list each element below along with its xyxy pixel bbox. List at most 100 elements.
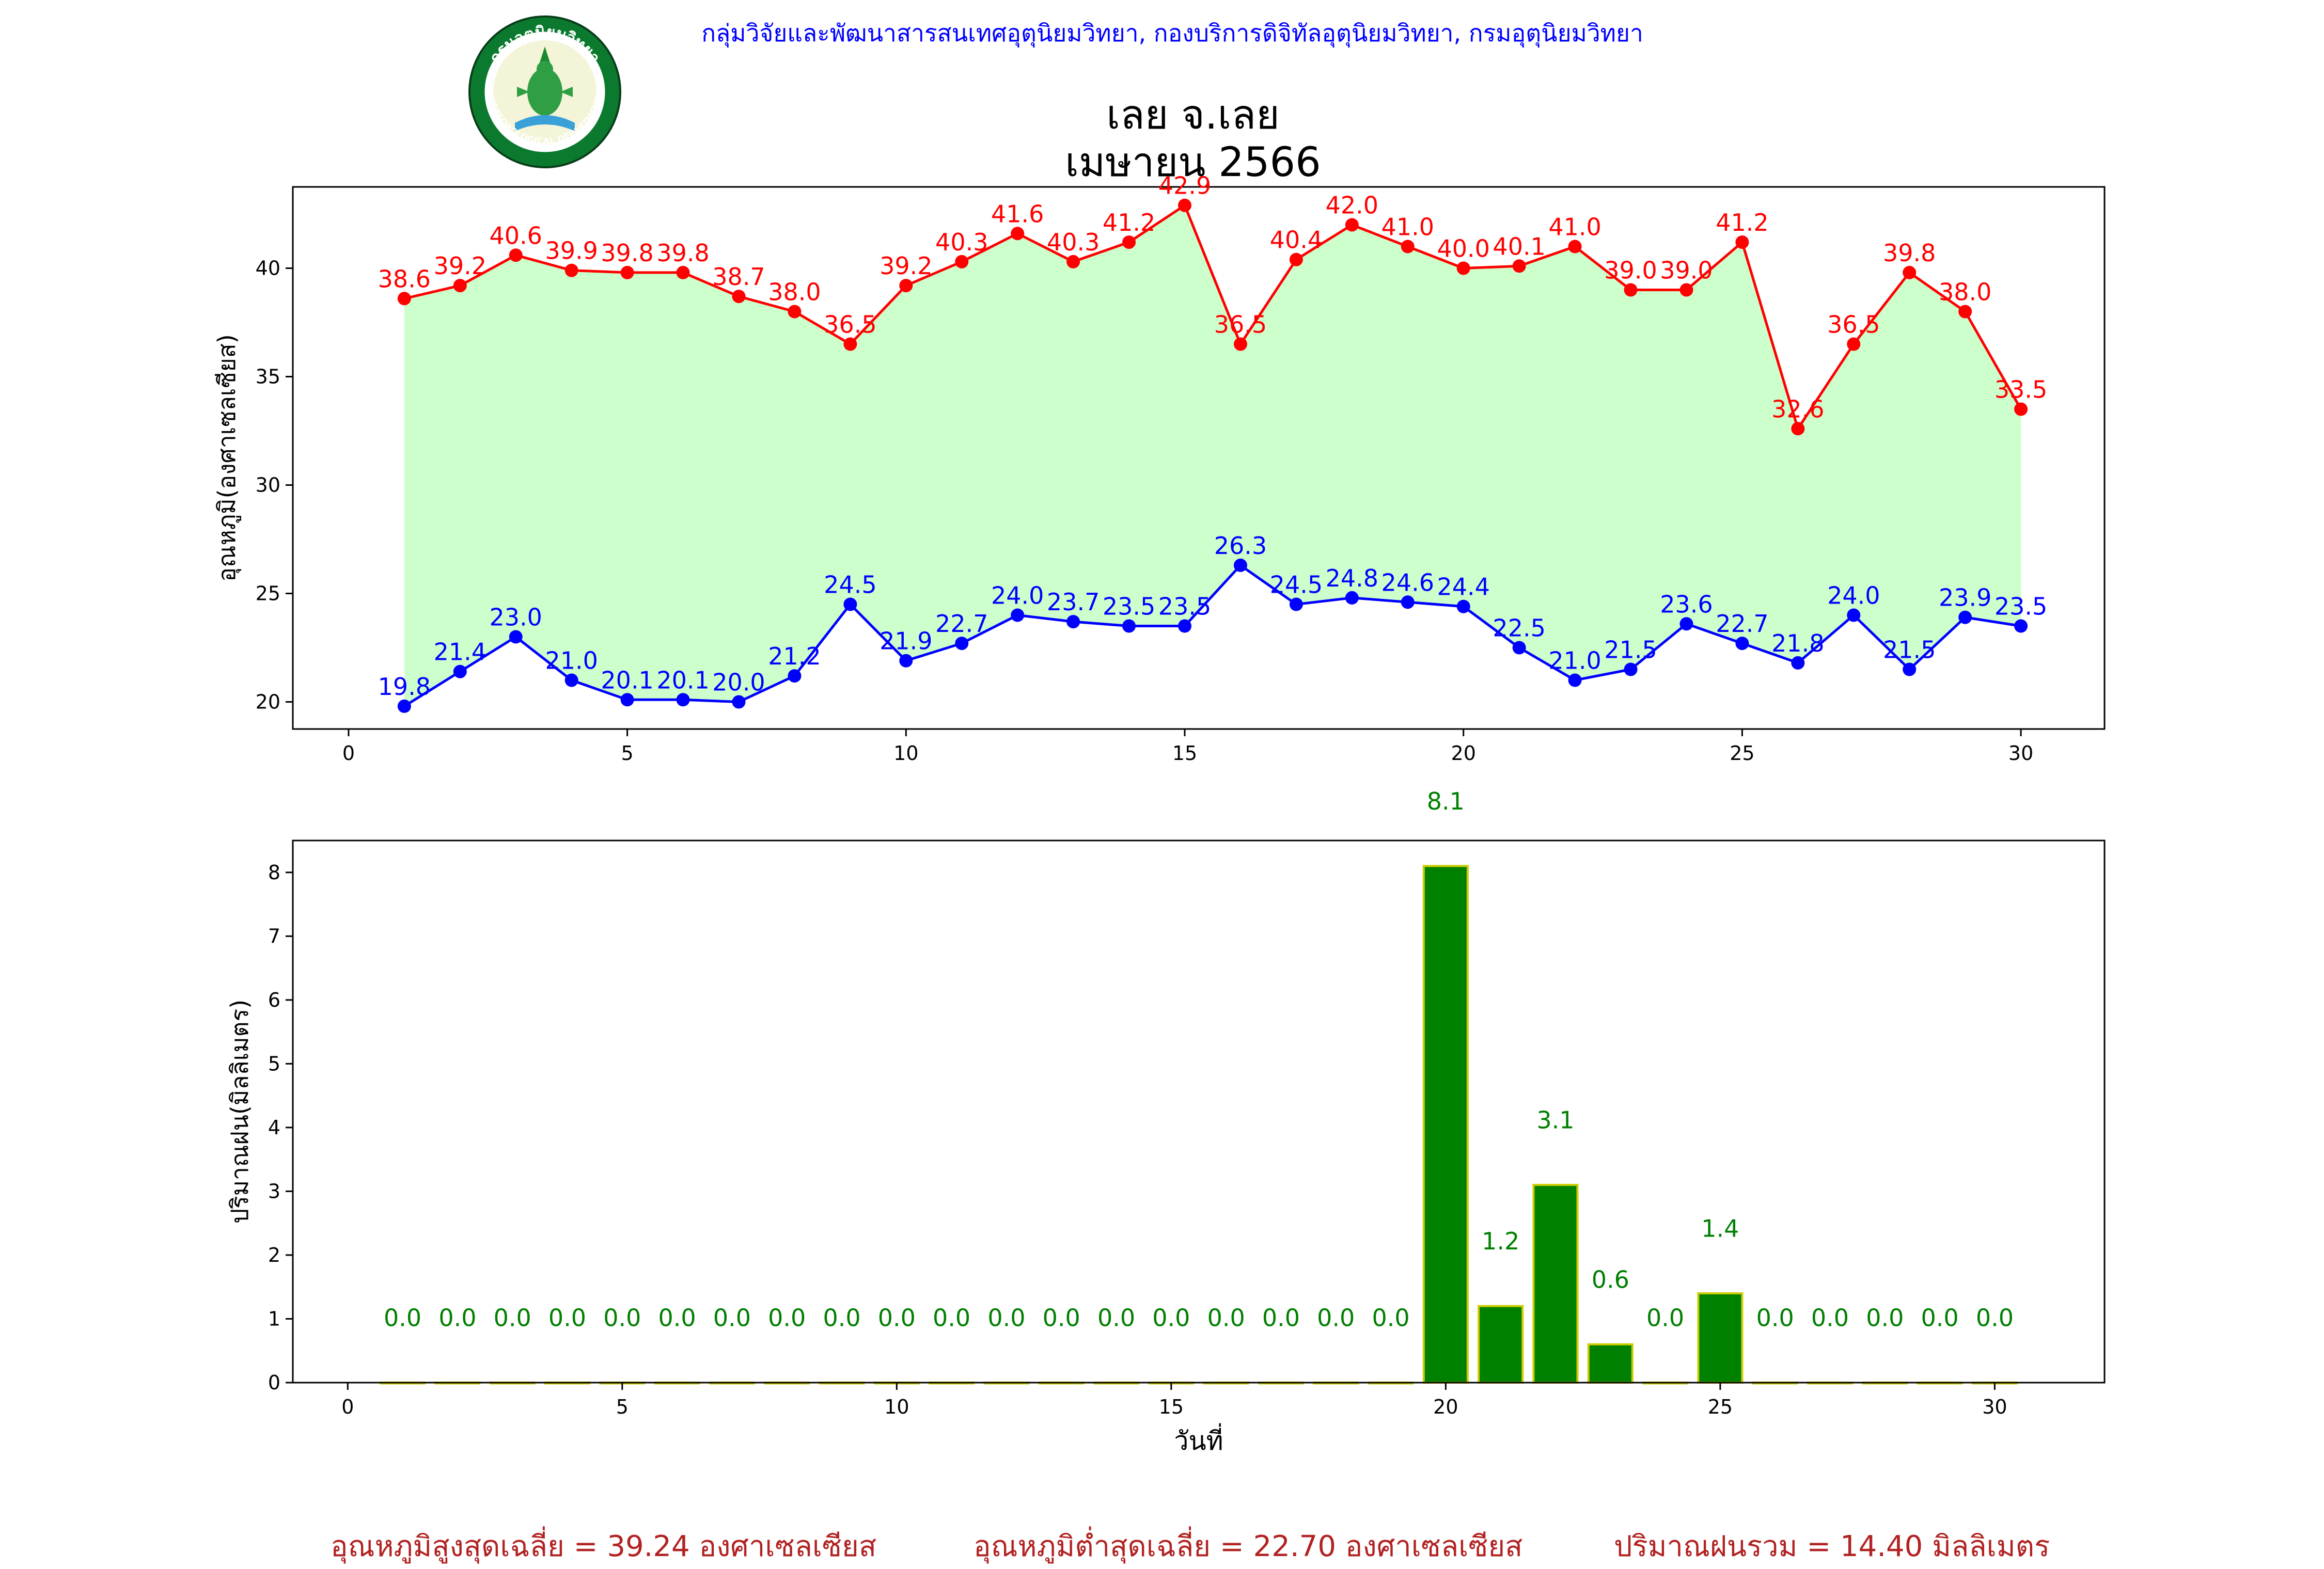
min-temperature-point bbox=[1679, 617, 1693, 631]
max-temperature-line bbox=[404, 203, 2022, 432]
min-temperature-value-label: 23.5 bbox=[1995, 593, 2047, 621]
max-temperature-point bbox=[1512, 259, 1526, 273]
rainfall-y-tick-label: 1 bbox=[268, 1307, 280, 1330]
rainfall-value-label: 0.0 bbox=[1152, 1304, 1190, 1332]
min-temperature-point bbox=[1011, 608, 1025, 622]
max-temperature-point bbox=[1456, 261, 1470, 275]
max-temperature-point bbox=[1401, 240, 1415, 253]
max-temperature-point bbox=[788, 305, 802, 319]
min-temperature-value-label: 24.8 bbox=[1326, 564, 1378, 592]
max-temperature-value-label: 41.0 bbox=[1548, 213, 1601, 241]
max-temperature-point bbox=[843, 337, 857, 351]
rainfall-chart: 0.0 0.0 0.0 0.0 0.0 0.0 0.0 0.0 0.0 0.0 0.0 0.0 0.0 0… bbox=[226, 787, 2106, 1456]
max-temperature-point bbox=[2014, 402, 2028, 416]
max-temperature-point bbox=[955, 255, 969, 268]
rainfall-value-label: 0.0 bbox=[1646, 1304, 1684, 1332]
max-temperature-point bbox=[1679, 283, 1693, 297]
temperature-plot-frame bbox=[292, 186, 2106, 730]
min-temperature-value-label: 21.8 bbox=[1771, 629, 1824, 657]
min-temperature-value-label: 24.0 bbox=[991, 582, 1044, 610]
rainfall-y-tick-label: 0 bbox=[268, 1371, 280, 1394]
max-temperature-value-label: 36.5 bbox=[1827, 311, 1880, 339]
min-temperature-point bbox=[788, 669, 802, 683]
max-temperature-value-label: 33.5 bbox=[1995, 376, 2047, 404]
min-temperature-point bbox=[564, 673, 578, 687]
temperature-x-tick-label: 0 bbox=[342, 742, 355, 765]
rainfall-x-tick-label: 25 bbox=[1708, 1396, 1733, 1418]
institution-line: กลุ่มวิจัยและพัฒนาสารสนเทศอุตุนิยมวิทยา,… bbox=[701, 19, 1643, 47]
rainfall-y-tick-label: 2 bbox=[268, 1244, 280, 1266]
rainfall-value-label: 0.0 bbox=[1811, 1304, 1849, 1332]
min-temperature-value-label: 21.0 bbox=[545, 647, 598, 675]
rainfall-y-tick-label: 8 bbox=[268, 861, 280, 884]
max-temperature-value-label: 36.5 bbox=[824, 311, 876, 339]
max-temperature-value-label: 39.0 bbox=[1660, 257, 1713, 284]
rainfall-x-tick-label: 20 bbox=[1433, 1396, 1458, 1418]
temperature-x-tick-label: 10 bbox=[893, 742, 918, 765]
max-temperature-value-label: 41.2 bbox=[1103, 209, 1155, 236]
max-temperature-point bbox=[1958, 305, 1972, 319]
max-temperature-point bbox=[620, 265, 634, 279]
rainfall-x-axis-label: วันที่ bbox=[1174, 1423, 1223, 1456]
max-temperature-point bbox=[1847, 337, 1861, 351]
temperature-y-tick-label: 35 bbox=[256, 366, 280, 388]
min-temperature-line bbox=[403, 563, 2021, 708]
max-temperature-point bbox=[1903, 265, 1917, 279]
rainfall-value-label: 0.0 bbox=[878, 1304, 916, 1332]
rainfall-value-label: 0.0 bbox=[1372, 1304, 1409, 1332]
min-temperature-point bbox=[1847, 608, 1861, 622]
min-temperature-value-label: 21.2 bbox=[768, 642, 821, 670]
rainfall-bar bbox=[1422, 865, 1469, 1384]
max-temperature-value-label: 39.8 bbox=[601, 239, 653, 267]
max-temperature-value-label: 40.6 bbox=[490, 221, 542, 249]
rainfall-value-label: 0.0 bbox=[1756, 1304, 1794, 1332]
rainfall-value-label: 0.0 bbox=[933, 1304, 970, 1332]
min-temperature-point bbox=[1568, 673, 1582, 687]
max-temperature-value-label: 40.3 bbox=[1047, 228, 1100, 256]
max-temperature-value-label: 39.2 bbox=[434, 252, 486, 280]
min-temperature-point bbox=[1122, 619, 1136, 633]
max-temperature-point bbox=[899, 279, 913, 293]
temperature-x-tick-label: 15 bbox=[1172, 742, 1197, 765]
min-temperature-point bbox=[1512, 641, 1526, 655]
min-temperature-point bbox=[2014, 619, 2028, 633]
rainfall-value-label: 0.0 bbox=[1866, 1304, 1904, 1332]
temperature-range-fill bbox=[404, 205, 2021, 706]
rainfall-value-label: 0.0 bbox=[823, 1304, 860, 1332]
meteorological-department-logo: กรมอุตุนิยมวิทยา METEOROLOGICAL DEPARTME… bbox=[468, 15, 621, 168]
max-temperature-value-label: 40.4 bbox=[1270, 226, 1323, 254]
min-temperature-value-label: 26.3 bbox=[1214, 532, 1267, 560]
max-temperature-value-label: 40.3 bbox=[935, 228, 988, 256]
min-temperature-point bbox=[1178, 619, 1192, 633]
min-temperature-point bbox=[1791, 656, 1805, 670]
rainfall-value-label: 0.0 bbox=[384, 1304, 421, 1332]
min-temperature-value-label: 24.5 bbox=[824, 571, 876, 599]
rainfall-y-axis-label: ปริมาณฝน(มิลลิเมตร) bbox=[226, 1000, 254, 1224]
max-temperature-point bbox=[1011, 227, 1025, 241]
max-temperature-point bbox=[1791, 422, 1805, 436]
rainfall-value-label: 0.0 bbox=[1262, 1304, 1300, 1332]
temperature-x-tick-label: 20 bbox=[1451, 742, 1476, 765]
min-temperature-point bbox=[1233, 558, 1247, 572]
min-temperature-value-label: 22.7 bbox=[935, 610, 988, 638]
min-temperature-point bbox=[1735, 637, 1749, 651]
min-temperature-value-label: 20.1 bbox=[601, 666, 653, 694]
rainfall-y-tick-label: 4 bbox=[268, 1116, 280, 1139]
min-temperature-value-label: 23.9 bbox=[1939, 584, 1991, 612]
rainfall-value-label: 0.0 bbox=[987, 1304, 1025, 1332]
rainfall-x-tick-label: 15 bbox=[1159, 1396, 1184, 1418]
max-temperature-point bbox=[1233, 337, 1247, 351]
max-temperature-value-label: 41.6 bbox=[991, 200, 1044, 228]
max-temperature-value-label: 36.5 bbox=[1214, 311, 1267, 339]
max-temperature-value-label: 38.0 bbox=[768, 278, 821, 306]
rainfall-value-label: 0.0 bbox=[1921, 1304, 1959, 1332]
min-temperature-value-label: 21.9 bbox=[880, 627, 932, 655]
max-temperature-value-label: 38.6 bbox=[378, 265, 431, 293]
max-temperature-value-label: 41.0 bbox=[1381, 213, 1434, 241]
max-temperature-value-label: 40.0 bbox=[1437, 235, 1489, 263]
min-temperature-point bbox=[509, 630, 523, 644]
rainfall-y-tick-label: 5 bbox=[268, 1052, 280, 1075]
min-temperature-point bbox=[1624, 662, 1638, 676]
